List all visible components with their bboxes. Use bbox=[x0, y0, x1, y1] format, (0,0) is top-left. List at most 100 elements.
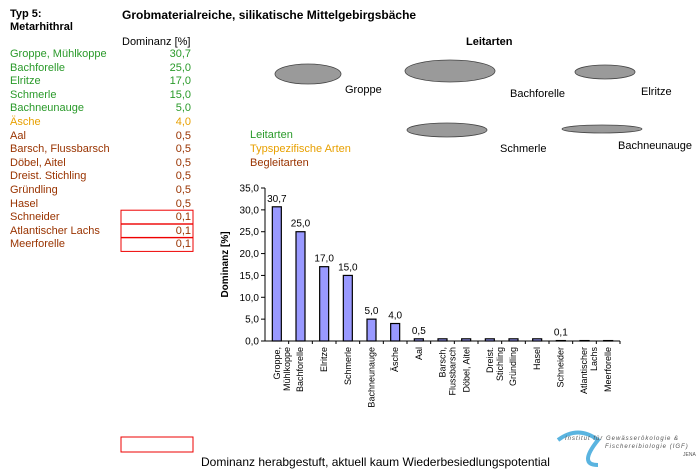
x-tick-label: Aal bbox=[414, 347, 424, 360]
x-tick-label: Groppe, Mühlkoppe bbox=[272, 347, 292, 391]
dominance-value: 30,7 bbox=[170, 48, 191, 60]
y-tick-label: 25,0 bbox=[240, 227, 260, 238]
value-label: 4,0 bbox=[388, 311, 402, 322]
fish-label: Elritze bbox=[641, 86, 672, 98]
fish-label: Bachforelle bbox=[510, 88, 565, 100]
fish-image bbox=[562, 125, 642, 133]
value-label: 15,0 bbox=[338, 262, 358, 273]
y-tick-label: 15,0 bbox=[240, 271, 260, 282]
bar bbox=[391, 324, 400, 341]
fish-label: Schmerle bbox=[500, 143, 546, 155]
logo-text: Institut für Gewässerökologie & bbox=[565, 436, 679, 442]
value-label: 17,0 bbox=[314, 254, 334, 265]
fish-image bbox=[275, 64, 341, 84]
x-tick-label: Gründling bbox=[509, 347, 519, 386]
bar bbox=[485, 339, 494, 341]
bar bbox=[367, 319, 376, 341]
species-name: Atlantischer Lachs bbox=[10, 225, 100, 237]
footnote: Dominanz herabgestuft, aktuell kaum Wied… bbox=[201, 455, 550, 469]
dominance-value: 17,0 bbox=[170, 75, 191, 87]
y-tick-label: 30,0 bbox=[240, 205, 260, 216]
species-name: Schneider bbox=[10, 211, 60, 223]
species-name: Barsch, Flussbarsch bbox=[10, 143, 110, 155]
x-tick-label: Bachforelle bbox=[296, 347, 306, 392]
dominance-value: 0,5 bbox=[176, 198, 191, 210]
legend-item: Leitarten bbox=[250, 129, 293, 141]
species-name: Groppe, Mühlkoppe bbox=[10, 48, 107, 60]
footnote-box bbox=[121, 437, 193, 452]
bar bbox=[272, 207, 281, 341]
value-label: 0,5 bbox=[412, 326, 426, 337]
dominance-value: 25,0 bbox=[170, 62, 191, 74]
table-header: Dominanz [%] bbox=[122, 36, 190, 48]
dominance-value: 0,5 bbox=[176, 143, 191, 155]
title: Grobmaterialreiche, silikatische Mittelg… bbox=[122, 8, 416, 22]
x-tick-label: Dreist. Stichling bbox=[485, 347, 505, 381]
species-name: Bachneunauge bbox=[10, 102, 84, 114]
species-name: Gründling bbox=[10, 184, 58, 196]
value-label: 0,1 bbox=[554, 328, 568, 339]
y-axis-label: Dominanz [%] bbox=[220, 231, 231, 297]
dominance-value: 0,5 bbox=[176, 157, 191, 169]
fish-image bbox=[407, 123, 487, 137]
page: 0,0 5,0 10,0 15,0 20,0 25,0 30,0 35,0 Dominanz [… bbox=[0, 0, 698, 469]
logo-text: JENA bbox=[683, 452, 696, 458]
species-name: Meerforelle bbox=[10, 238, 65, 250]
type-name: Metarhithral bbox=[10, 21, 73, 33]
graphics: 0,0 5,0 10,0 15,0 20,0 25,0 30,0 35,0 Dominanz [… bbox=[0, 0, 698, 469]
species-name: Schmerle bbox=[10, 89, 56, 101]
logo-text: Fischereibiologie (IGF) bbox=[605, 444, 689, 450]
fish-image bbox=[405, 60, 495, 82]
bar bbox=[320, 267, 329, 341]
species-name: Döbel, Aitel bbox=[10, 157, 66, 169]
dominance-value: 0,5 bbox=[176, 130, 191, 142]
y-tick-label: 5,0 bbox=[245, 315, 259, 326]
y-tick-label: 10,0 bbox=[240, 293, 260, 304]
value-label: 5,0 bbox=[365, 306, 379, 317]
x-tick-label: Meerforelle bbox=[603, 347, 613, 392]
fish-image bbox=[575, 65, 635, 79]
x-tick-label: Döbel, Aitel bbox=[461, 347, 471, 393]
x-tick-label: Schneider bbox=[556, 347, 566, 388]
bar bbox=[509, 339, 518, 341]
fish-label: Bachneunauge bbox=[618, 140, 692, 152]
species-name: Aal bbox=[10, 130, 26, 142]
fish-images bbox=[275, 60, 642, 137]
legend-item: Typspezifische Arten bbox=[250, 143, 351, 155]
legend-item: Begleitarten bbox=[250, 157, 309, 169]
y-tick-label: 0,0 bbox=[245, 337, 259, 348]
bar bbox=[296, 232, 305, 341]
x-tick-label: Atlantischer Lachs bbox=[580, 347, 600, 394]
bar bbox=[533, 339, 542, 341]
dominance-value: 0,5 bbox=[176, 170, 191, 182]
dominance-value: 4,0 bbox=[176, 116, 191, 128]
species-name: Bachforelle bbox=[10, 62, 65, 74]
dominance-value: 0,1 bbox=[176, 225, 191, 237]
x-tick-label: Schmerle bbox=[343, 347, 353, 385]
x-tick-label: Elritze bbox=[319, 347, 329, 372]
y-tick-label: 20,0 bbox=[240, 249, 260, 260]
species-name: Hasel bbox=[10, 198, 38, 210]
value-label: 30,7 bbox=[267, 194, 287, 205]
dominance-value: 15,0 bbox=[170, 89, 191, 101]
bar bbox=[462, 339, 471, 341]
dominance-value: 0,5 bbox=[176, 184, 191, 196]
x-tick-label: Bachneunauge bbox=[367, 347, 377, 408]
fish-title: Leitarten bbox=[466, 36, 512, 48]
bar bbox=[343, 275, 352, 341]
dominance-value: 0,1 bbox=[176, 211, 191, 223]
x-tick-label: Barsch, Flussbarsch bbox=[438, 347, 458, 396]
fish-label: Groppe bbox=[345, 84, 382, 96]
species-name: Äsche bbox=[10, 116, 41, 128]
bar bbox=[414, 339, 423, 341]
bar bbox=[438, 339, 447, 341]
species-name: Elritze bbox=[10, 75, 41, 87]
dominance-value: 5,0 bbox=[176, 102, 191, 114]
y-tick-label: 35,0 bbox=[240, 184, 260, 195]
value-label: 25,0 bbox=[291, 219, 311, 230]
x-tick-label: Äsche bbox=[390, 347, 400, 372]
dominance-value: 0,1 bbox=[176, 238, 191, 250]
x-tick-label: Hasel bbox=[532, 347, 542, 370]
species-name: Dreist. Stichling bbox=[10, 170, 86, 182]
type-label: Typ 5: bbox=[10, 8, 42, 20]
